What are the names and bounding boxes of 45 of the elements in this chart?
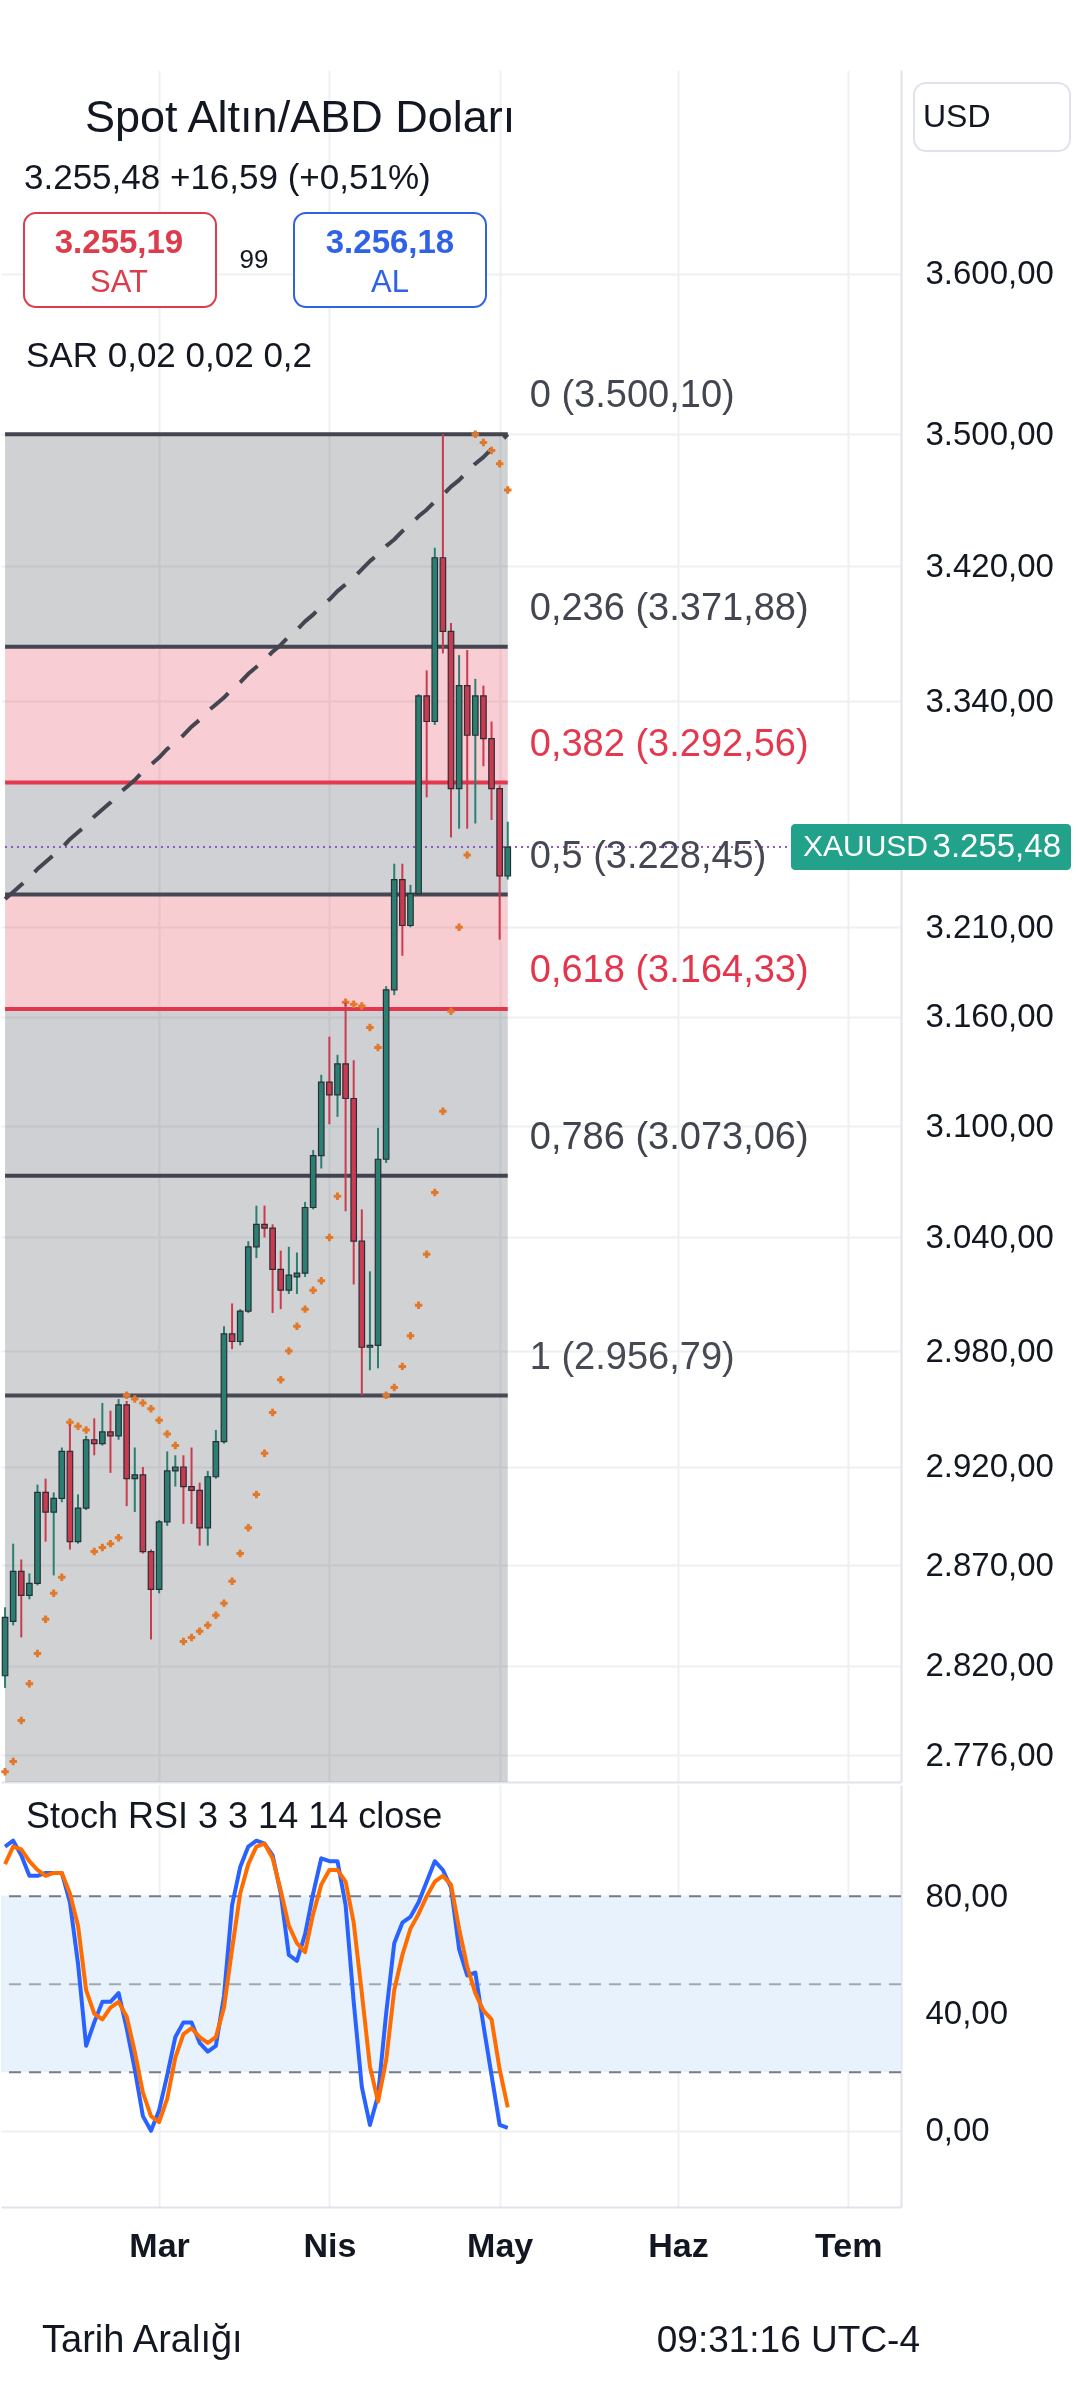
y-tick-label: 80,00 [925, 1876, 1009, 1914]
annotation: SAT [90, 264, 149, 299]
text: 3.255,48 +16,59 (+0,51%) [24, 157, 431, 196]
candlestick [366, 1270, 374, 1372]
annotation: 3.256,18 [325, 223, 455, 260]
y-tick-label: 0,00 [925, 2111, 990, 2149]
y-tick-label: 2.980,00 [925, 1331, 1054, 1369]
annotation: SAR 0,02 0,02 0,2 [26, 335, 313, 374]
ref-line-label: XAUUSD [803, 829, 929, 863]
y-tick-label: 3.500,00 [925, 414, 1054, 452]
x-tick-label: Tem [815, 2225, 883, 2264]
y-tick-label: 3.340,00 [925, 681, 1054, 719]
y-tick-label: 3.210,00 [925, 907, 1054, 945]
y-tick-label: 3.040,00 [925, 1217, 1054, 1255]
annotation: 99 [239, 244, 269, 274]
y-tick-label: 2.870,00 [925, 1545, 1054, 1583]
y-tick-label: 2.820,00 [925, 1646, 1054, 1684]
text: USD [923, 98, 991, 134]
series-label: 0,236 (3.371,88) [529, 585, 809, 628]
y-tick-label: 3.160,00 [925, 997, 1054, 1035]
x-tick-label: Mar [129, 2225, 190, 2264]
y-tick-label: 3.100,00 [925, 1106, 1054, 1144]
series-label: 0 (3.500,10) [529, 373, 735, 416]
y-tick-label: 3.600,00 [925, 254, 1054, 292]
text: 09:31:16 UTC-4 [656, 2319, 920, 2360]
series-label: 0,5 (3.228,45) [529, 833, 767, 876]
y-tick-label: 40,00 [925, 1994, 1009, 2032]
series-label: 0,382 (3.292,56) [529, 721, 809, 764]
y-tick-label: 2.920,00 [925, 1447, 1054, 1485]
annotation: 3.255,19 [54, 223, 184, 260]
series-label: 1 (2.956,79) [529, 1334, 735, 1377]
chart-title: Stoch RSI 3 3 14 14 close [26, 1795, 443, 1836]
text: Tarih Aralığı [42, 2318, 243, 2360]
candlestick [228, 1302, 236, 1351]
series-label: 0,786 (3.073,06) [529, 1114, 809, 1157]
x-tick-label: Nis [303, 2225, 357, 2264]
text: Spot Altın/ABD Doları [85, 91, 516, 142]
y-tick-label: 2.776,00 [925, 1735, 1054, 1773]
x-tick-label: May [467, 2225, 534, 2264]
candlestick [293, 1251, 301, 1295]
x-tick-label: Haz [648, 2225, 709, 2264]
annotation: AL [371, 264, 409, 299]
y-tick-label: 3.420,00 [925, 546, 1054, 584]
text: 3.255,48 [932, 827, 1061, 865]
series-label: 0,618 (3.164,33) [529, 947, 809, 990]
